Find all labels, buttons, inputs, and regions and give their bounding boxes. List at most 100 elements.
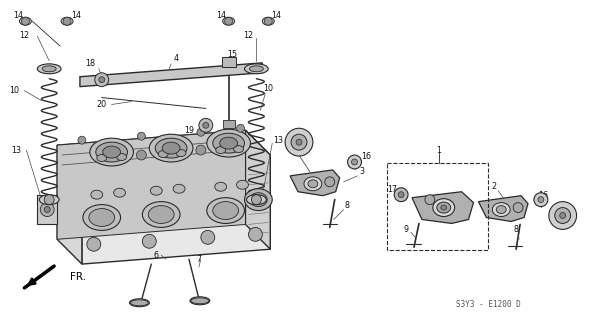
Text: 6: 6 (154, 251, 159, 260)
Ellipse shape (207, 129, 250, 157)
Ellipse shape (149, 134, 193, 162)
Circle shape (87, 237, 101, 251)
Ellipse shape (213, 133, 244, 153)
Ellipse shape (437, 202, 450, 213)
Text: S3Y3 - E1200 D: S3Y3 - E1200 D (456, 300, 521, 309)
Polygon shape (290, 170, 340, 196)
Circle shape (425, 195, 435, 204)
Circle shape (249, 228, 262, 241)
Ellipse shape (492, 203, 510, 217)
Text: 20: 20 (96, 100, 107, 109)
Circle shape (137, 132, 146, 140)
Circle shape (199, 118, 213, 132)
Text: 10: 10 (264, 84, 273, 93)
Text: 15: 15 (228, 51, 238, 60)
Text: 18: 18 (85, 59, 95, 68)
Text: 13: 13 (11, 146, 22, 155)
Circle shape (99, 77, 105, 83)
Ellipse shape (96, 142, 128, 162)
Text: 16: 16 (538, 191, 548, 200)
Polygon shape (412, 192, 473, 223)
Ellipse shape (433, 199, 455, 217)
Circle shape (347, 155, 361, 169)
Ellipse shape (497, 206, 506, 213)
Circle shape (534, 193, 548, 207)
Circle shape (196, 145, 206, 155)
Text: FR.: FR. (70, 272, 86, 282)
Polygon shape (37, 195, 57, 224)
Ellipse shape (19, 17, 31, 25)
Polygon shape (57, 130, 270, 170)
Text: 12: 12 (19, 31, 29, 40)
Ellipse shape (102, 146, 120, 158)
Ellipse shape (249, 193, 267, 207)
Text: 8: 8 (513, 225, 519, 234)
Circle shape (78, 136, 86, 144)
Ellipse shape (37, 64, 61, 74)
Ellipse shape (162, 142, 180, 154)
Circle shape (44, 195, 54, 204)
Ellipse shape (220, 137, 238, 149)
Text: 13: 13 (273, 136, 283, 145)
Ellipse shape (244, 64, 268, 74)
Circle shape (549, 202, 577, 229)
Ellipse shape (43, 66, 56, 72)
Ellipse shape (40, 195, 59, 204)
Circle shape (325, 177, 335, 187)
Ellipse shape (176, 149, 186, 156)
Text: 2: 2 (492, 182, 497, 191)
Ellipse shape (89, 209, 114, 227)
Ellipse shape (237, 180, 249, 189)
Text: 5: 5 (558, 209, 563, 218)
Ellipse shape (131, 300, 149, 306)
Text: 4: 4 (174, 54, 179, 63)
Ellipse shape (215, 182, 226, 191)
Circle shape (237, 124, 244, 132)
Ellipse shape (97, 155, 107, 162)
Circle shape (264, 17, 272, 25)
Circle shape (22, 17, 29, 25)
Text: 17: 17 (387, 185, 397, 194)
Ellipse shape (216, 147, 226, 154)
Text: 14: 14 (71, 11, 81, 20)
Text: 9: 9 (404, 225, 409, 234)
Circle shape (252, 195, 261, 204)
Circle shape (40, 203, 54, 217)
Ellipse shape (223, 17, 235, 25)
Ellipse shape (234, 146, 243, 153)
Ellipse shape (213, 202, 238, 220)
Ellipse shape (129, 299, 149, 307)
Circle shape (352, 159, 358, 165)
Ellipse shape (83, 204, 120, 230)
Ellipse shape (207, 198, 244, 223)
Ellipse shape (91, 190, 102, 199)
Bar (222, 57, 235, 67)
Circle shape (555, 208, 571, 223)
Circle shape (201, 230, 215, 244)
Ellipse shape (155, 138, 187, 158)
Polygon shape (479, 196, 528, 221)
Ellipse shape (246, 195, 267, 204)
Text: 14: 14 (271, 11, 281, 20)
Text: 1: 1 (436, 146, 441, 155)
Ellipse shape (191, 298, 209, 304)
Polygon shape (57, 130, 246, 239)
Circle shape (203, 122, 209, 128)
Bar (387, 163, 488, 250)
Ellipse shape (117, 154, 126, 161)
Text: 5: 5 (300, 139, 304, 148)
Text: 14: 14 (13, 11, 23, 20)
Circle shape (44, 207, 50, 212)
Ellipse shape (190, 297, 210, 305)
Circle shape (95, 73, 108, 87)
Circle shape (559, 212, 565, 219)
Circle shape (296, 139, 302, 145)
Ellipse shape (61, 17, 73, 25)
Text: 7: 7 (196, 255, 201, 264)
Text: 12: 12 (243, 31, 253, 40)
Circle shape (197, 128, 205, 136)
Circle shape (225, 17, 232, 25)
Polygon shape (246, 130, 270, 249)
Ellipse shape (304, 177, 322, 191)
Bar (223, 120, 235, 128)
